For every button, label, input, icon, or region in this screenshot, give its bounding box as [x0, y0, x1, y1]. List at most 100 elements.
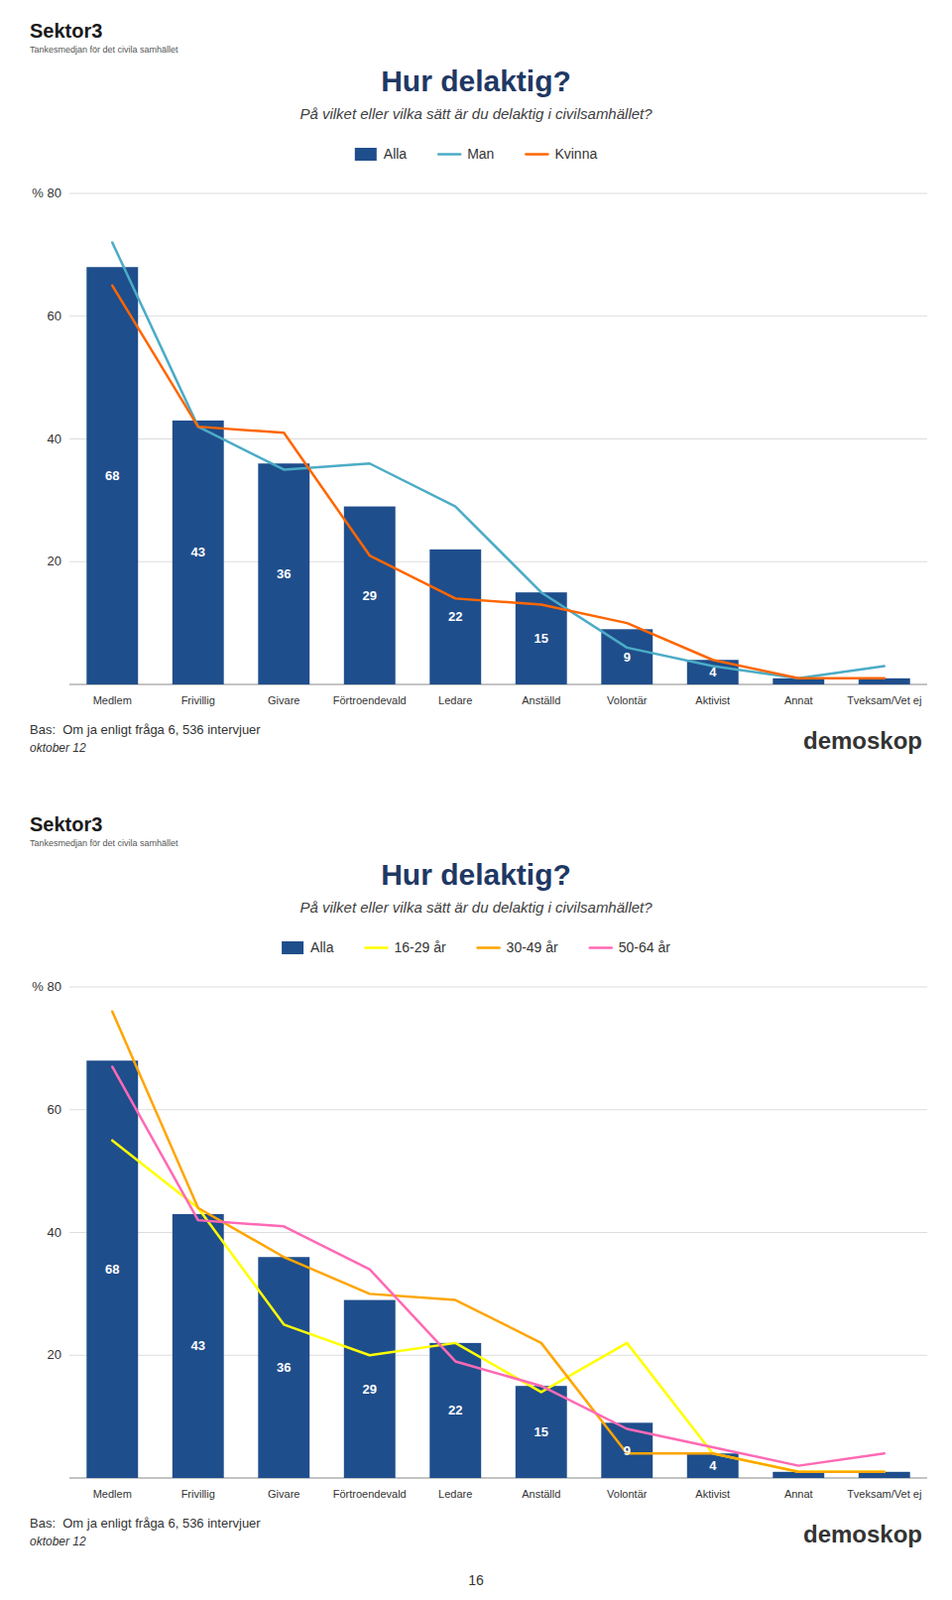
x-tick-label: Ledare [438, 694, 473, 707]
legend-label: 30-49 år [506, 939, 559, 955]
legend-label: 50-64 år [618, 939, 671, 955]
data-label: 15 [534, 1424, 549, 1439]
legend-item: Alla [355, 145, 408, 162]
legend-swatch [477, 946, 500, 950]
legend: AllaManKvinna [355, 145, 598, 162]
legend-item: Alla [281, 939, 335, 955]
bar [86, 1060, 138, 1478]
base-note: Bas: Om ja enligt fråga 6, 536 intervjue… [29, 721, 261, 737]
bar [429, 1342, 481, 1478]
logo: Sektor3 [29, 19, 103, 42]
x-tick-label: Ledare [438, 1487, 473, 1500]
logo: Sektor3 [29, 813, 103, 835]
bar [429, 549, 481, 685]
x-axis: Medlem Frivillig Givare Förtroendevald Ledar… [93, 1487, 923, 1500]
legend-label: Alla [310, 939, 335, 955]
bar [86, 266, 138, 685]
data-label: 68 [105, 1261, 119, 1277]
x-tick-label: Anställd [521, 694, 561, 707]
data-label: 9 [623, 649, 631, 665]
data-label: 22 [448, 608, 463, 624]
date-note: oktober 12 [29, 740, 87, 755]
bar [344, 506, 396, 685]
data-label: 15 [534, 630, 549, 646]
x-tick-label: Givare [267, 694, 300, 707]
y-tick-label: 60 [47, 1101, 62, 1117]
y-tick-label: % 80 [31, 978, 62, 994]
x-tick-label: Anställd [521, 1487, 561, 1500]
legend-swatch [281, 941, 304, 954]
brand: demoskop [803, 726, 923, 754]
grid-line [69, 1108, 928, 1110]
legend: Alla 16-29 år 30-49 år 50-64 år [281, 939, 671, 955]
bar [515, 592, 568, 685]
data-label: 43 [191, 544, 206, 560]
grid-line [69, 315, 928, 317]
y-tick-label: % 80 [31, 185, 62, 201]
x-tick-label: Aktivist [695, 1487, 730, 1500]
grid-line [69, 986, 928, 988]
legend-label: Alla [383, 145, 408, 162]
subtitle: På vilket eller vilka sätt är du delakti… [299, 898, 653, 916]
bar [344, 1300, 396, 1478]
data-label: 36 [276, 1359, 291, 1375]
legend-swatch [355, 147, 377, 161]
grid-line [69, 193, 928, 195]
legend-item: 50-64 år [590, 939, 671, 955]
y-tick-label: 40 [47, 1224, 62, 1240]
x-tick-label: Förtroendevald [333, 1487, 407, 1500]
x-tick-label: Aktivist [695, 694, 730, 707]
legend-label: Man [467, 145, 494, 162]
data-label: 29 [362, 588, 377, 603]
line [112, 1140, 885, 1472]
line [112, 242, 885, 679]
title: Hur delaktig? [380, 64, 572, 98]
x-tick-label: Volontär [606, 694, 648, 707]
bar [515, 1385, 568, 1478]
line [112, 1066, 885, 1465]
x-tick-label: Frivillig [181, 694, 216, 707]
plot-area [86, 242, 910, 686]
line [112, 1011, 885, 1472]
y-tick-label: 40 [47, 431, 62, 447]
x-tick-label: Frivillig [181, 1487, 216, 1500]
tagline: Tankesmedjan för det civila samhället [29, 837, 179, 848]
y-tick-label: 20 [47, 1346, 62, 1362]
data-label: 43 [191, 1337, 206, 1353]
bar [172, 1213, 225, 1478]
data-labels: 68433629221594 [105, 468, 717, 680]
x-tick-label: Annat [784, 694, 814, 707]
x-tick-label: Medlem [93, 694, 132, 707]
x-tick-label: Förtroendevald [333, 694, 407, 707]
bar-series [86, 1060, 910, 1478]
brand: demoskop [803, 1520, 923, 1547]
x-tick-label: Tveksam/Vet ej [846, 1487, 922, 1500]
base-note: Bas: Om ja enligt fråga 6, 536 intervjue… [29, 1515, 261, 1531]
data-label: 9 [623, 1442, 631, 1458]
subtitle: På vilket eller vilka sätt är du delakti… [299, 105, 653, 122]
legend-item: 16-29 år [364, 939, 446, 955]
data-label: 36 [276, 566, 291, 582]
bar-series [86, 266, 910, 685]
data-label: 4 [709, 664, 717, 680]
plot-area [86, 1011, 910, 1478]
bar [172, 420, 225, 685]
tagline: Tankesmedjan för det civila samhället [29, 44, 179, 55]
data-label: 4 [709, 1457, 717, 1473]
x-tick-label: Annat [784, 1487, 814, 1500]
data-labels: 68 43 36 29 22 15 9 4 [105, 1261, 717, 1473]
legend-swatch [364, 946, 387, 950]
data-label: 29 [362, 1381, 377, 1397]
title: Hur delaktig? [380, 857, 572, 891]
date-note: oktober 12 [29, 1534, 87, 1548]
legend-item: 30-49 år [477, 939, 559, 955]
page-number: 16 [468, 1571, 484, 1588]
line [112, 285, 885, 679]
x-tick-label: Tveksam/Vet ej [846, 694, 922, 707]
data-label: 22 [448, 1402, 463, 1418]
legend-item: Man [438, 145, 494, 162]
x-tick-label: Medlem [93, 1487, 132, 1500]
legend-label: 16-29 år [393, 939, 446, 955]
x-tick-label: Givare [267, 1487, 300, 1500]
bar [257, 1256, 310, 1478]
